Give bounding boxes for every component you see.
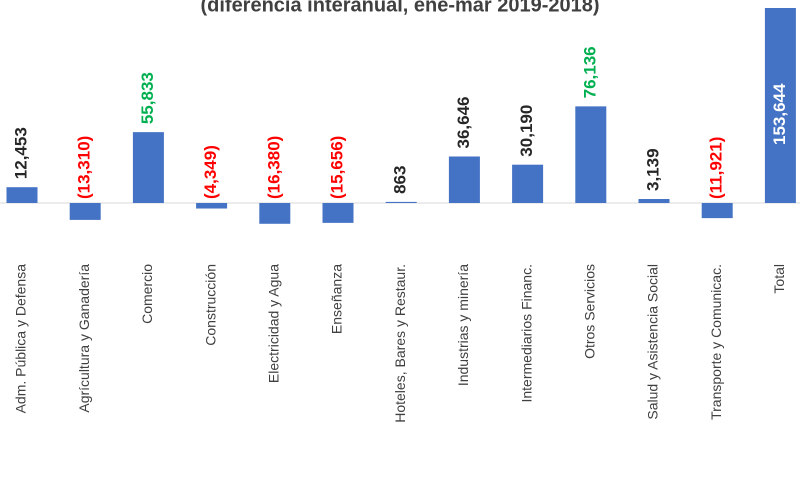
bar xyxy=(512,164,544,203)
x-tick-label: Hoteles, Bares y Restaur. xyxy=(392,264,408,423)
x-tick-label: Adm. Pública y Defensa xyxy=(13,264,29,414)
chart-title: (diferencia interanual, ene-mar 2019-201… xyxy=(200,0,599,16)
x-tick-label: Total xyxy=(771,264,787,294)
value-label: 3,139 xyxy=(643,148,662,191)
bar xyxy=(69,203,101,220)
value-label: 863 xyxy=(391,166,410,194)
value-label: 12,453 xyxy=(11,127,30,179)
x-tick-label: Intermediarios Financ. xyxy=(518,264,534,403)
bar xyxy=(764,8,796,203)
x-tick-label: Transporte y Comunicac. xyxy=(708,264,724,420)
x-tick-label: Agrícultura y Ganadería xyxy=(76,264,92,413)
bar xyxy=(196,203,228,209)
bar xyxy=(638,199,670,203)
value-label: 30,190 xyxy=(517,105,536,157)
x-tick-label: Otros Servicios xyxy=(582,264,598,359)
x-tick-label: Electricidad y Agua xyxy=(266,264,282,383)
bar xyxy=(575,106,607,203)
value-label: (13,310) xyxy=(75,136,94,199)
value-label: 55,833 xyxy=(138,72,157,124)
bar xyxy=(385,201,417,203)
bar xyxy=(448,156,480,203)
x-tick-label: Construcción xyxy=(202,264,218,346)
bar xyxy=(6,187,38,203)
value-label: 36,646 xyxy=(454,96,473,148)
x-tick-label: Comercio xyxy=(139,264,155,324)
bar xyxy=(132,132,164,203)
x-tick-label: Enseñanza xyxy=(329,264,345,334)
value-label: 76,136 xyxy=(580,46,599,98)
x-tick-label: Salud y Asistencia Social xyxy=(645,264,661,420)
bar xyxy=(701,203,733,219)
value-label: (16,380) xyxy=(264,136,283,199)
value-label: (11,921) xyxy=(707,137,726,199)
value-label: (4,349) xyxy=(201,145,220,199)
value-label: (15,656) xyxy=(327,136,346,199)
bar xyxy=(259,203,291,224)
x-tick-label: Industrias y minería xyxy=(455,264,471,386)
bar xyxy=(322,203,354,223)
value-label: 153,644 xyxy=(770,83,789,145)
